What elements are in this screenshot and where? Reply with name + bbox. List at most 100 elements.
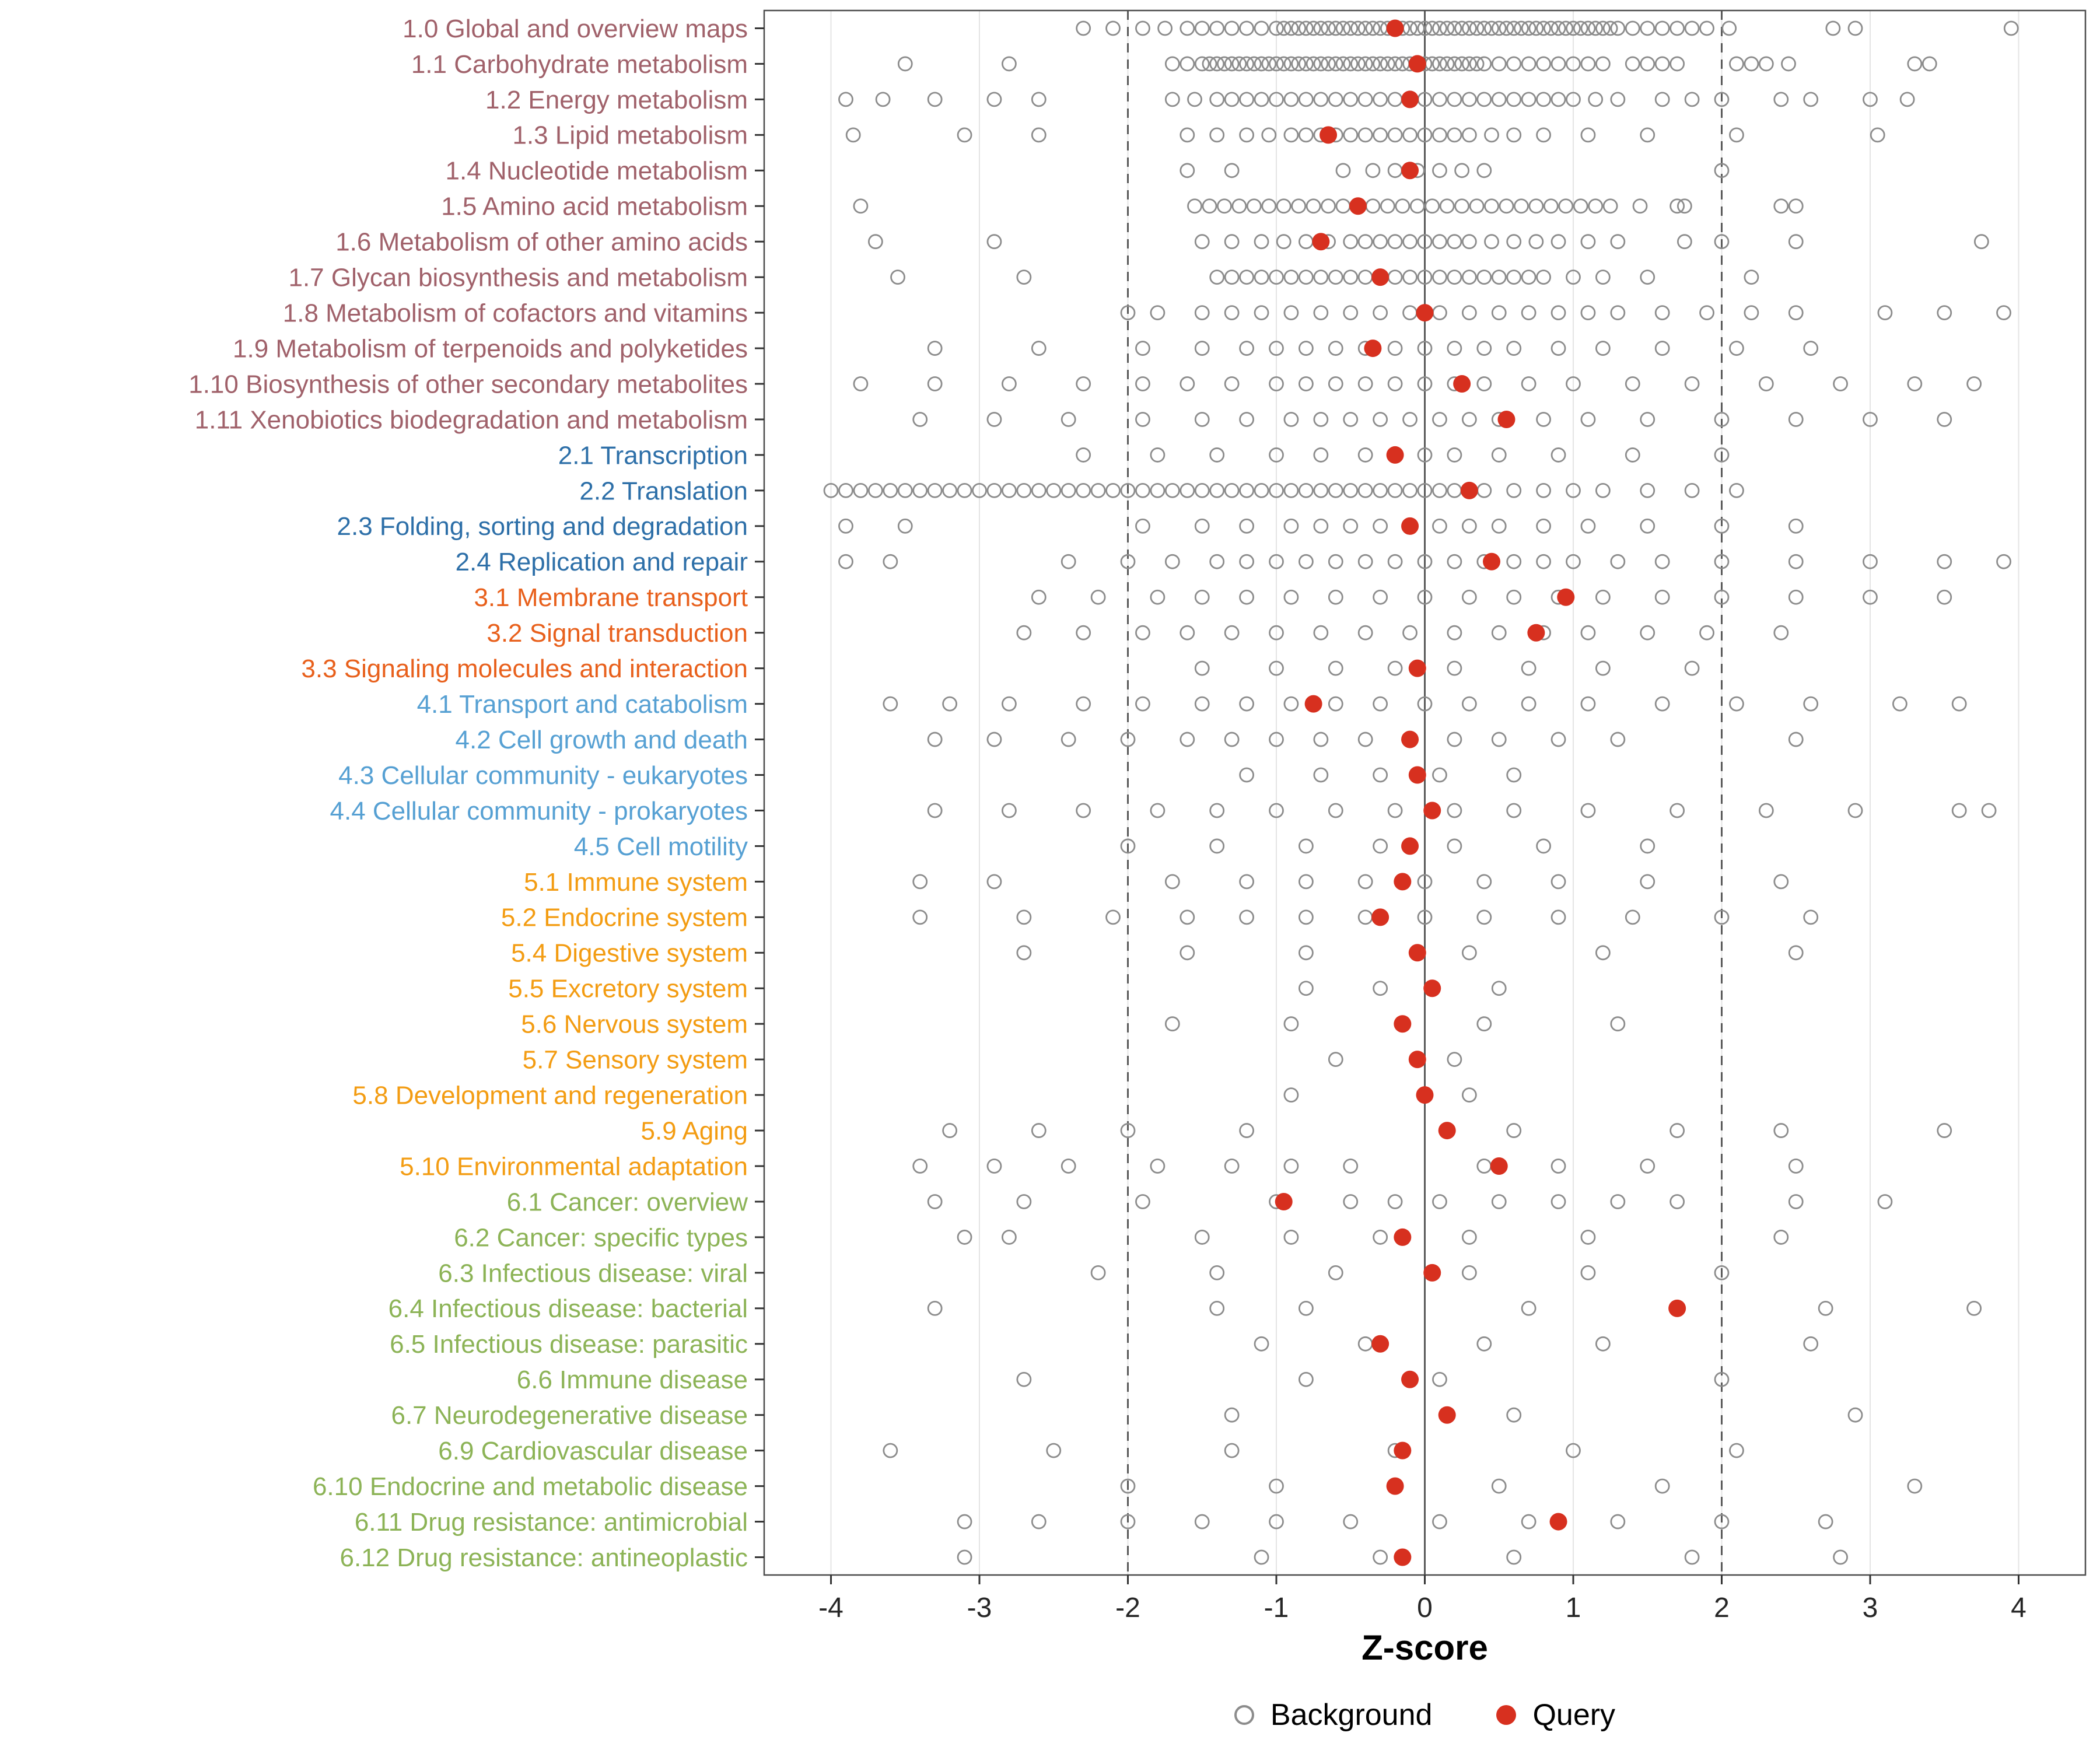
background-point (1447, 341, 1462, 356)
background-point (1321, 56, 1336, 72)
background-point (1357, 234, 1373, 250)
background-point (1521, 376, 1536, 391)
background-point (1135, 625, 1150, 640)
query-point (1408, 55, 1426, 73)
background-point (1239, 909, 1255, 925)
background-point (1254, 92, 1269, 107)
background-point (1335, 163, 1351, 178)
background-point (1550, 341, 1566, 356)
background-point (1788, 412, 1804, 427)
background-point (912, 909, 928, 925)
background-point (986, 482, 1002, 498)
background-point (1269, 92, 1284, 107)
background-point (1328, 660, 1343, 676)
query-point (1371, 1335, 1390, 1353)
background-point (1417, 234, 1433, 250)
legend-label-query: Query (1532, 1698, 1616, 1732)
background-point (1580, 803, 1596, 818)
query-point (1416, 1086, 1434, 1104)
background-point (1387, 341, 1403, 356)
background-point (1298, 1371, 1314, 1387)
background-point (1847, 20, 1863, 36)
background-point (1417, 341, 1433, 356)
background-point (1417, 20, 1433, 36)
background-point (1543, 198, 1559, 214)
background-point (1224, 482, 1240, 498)
background-point (1328, 554, 1343, 569)
background-point (1298, 56, 1314, 72)
background-point (1499, 20, 1514, 36)
background-point (1016, 909, 1032, 925)
background-point (1476, 1336, 1492, 1352)
background-point (1432, 20, 1447, 36)
background-point (1417, 696, 1433, 712)
background-point (1521, 92, 1536, 107)
background-point (927, 92, 943, 107)
background-point (1283, 1087, 1299, 1103)
background-point (1432, 92, 1447, 107)
background-point (1298, 127, 1314, 143)
background-point (1461, 92, 1477, 107)
background-point (1610, 1514, 1626, 1530)
background-point (1328, 1265, 1343, 1280)
background-point (1187, 92, 1202, 107)
background-point (1254, 20, 1269, 36)
background-point (1120, 838, 1136, 854)
background-point (1306, 198, 1321, 214)
background-point (1699, 305, 1714, 321)
x-tick-label: 2 (1714, 1592, 1730, 1623)
background-point (1491, 447, 1507, 463)
background-point (1788, 305, 1804, 321)
background-point (1417, 447, 1433, 463)
background-point (1002, 376, 1017, 391)
background-point (1164, 482, 1180, 498)
background-point (1610, 1194, 1626, 1209)
background-point (1447, 127, 1462, 143)
background-point (1640, 1158, 1656, 1174)
background-point (1409, 198, 1425, 214)
background-point (1224, 376, 1240, 391)
background-point (1788, 554, 1804, 569)
background-point (1357, 874, 1373, 890)
y-axis-label: 5.2 Endocrine system (501, 904, 748, 932)
background-point (1402, 412, 1418, 427)
background-point (1328, 341, 1343, 356)
background-point (1417, 270, 1433, 285)
background-point (1373, 127, 1388, 143)
background-point (1684, 92, 1700, 107)
background-point (1744, 270, 1759, 285)
background-point (957, 1230, 972, 1245)
background-point (1209, 838, 1225, 854)
y-axis-label: 5.7 Sensory system (523, 1046, 748, 1074)
background-point (1343, 1158, 1359, 1174)
background-point (1254, 270, 1269, 285)
background-point (1291, 20, 1307, 36)
query-point (1401, 730, 1419, 748)
y-axis-label: 5.8 Development and regeneration (352, 1082, 748, 1110)
query-point (1371, 268, 1390, 286)
background-point (1818, 1300, 1833, 1316)
y-axis-label: 4.3 Cellular community - eukaryotes (338, 761, 748, 790)
background-point (1454, 198, 1470, 214)
background-point (1803, 696, 1819, 712)
background-point (1432, 163, 1447, 178)
background-point (1580, 20, 1596, 36)
background-point (1863, 554, 1878, 569)
background-point (1566, 56, 1581, 72)
background-point (1313, 270, 1329, 285)
background-point (1135, 412, 1150, 427)
background-point (1180, 20, 1195, 36)
background-point (1343, 518, 1359, 534)
background-point (1550, 234, 1566, 250)
background-point (1595, 270, 1611, 285)
query-point (1275, 1192, 1293, 1210)
y-axis-label: 6.6 Immune disease (517, 1366, 748, 1394)
background-point (1120, 305, 1136, 321)
background-point (1595, 589, 1611, 605)
background-point (1202, 198, 1217, 214)
background-point (1135, 376, 1150, 391)
background-point (867, 234, 883, 250)
background-point (1521, 1514, 1536, 1530)
background-point (1239, 1123, 1255, 1138)
